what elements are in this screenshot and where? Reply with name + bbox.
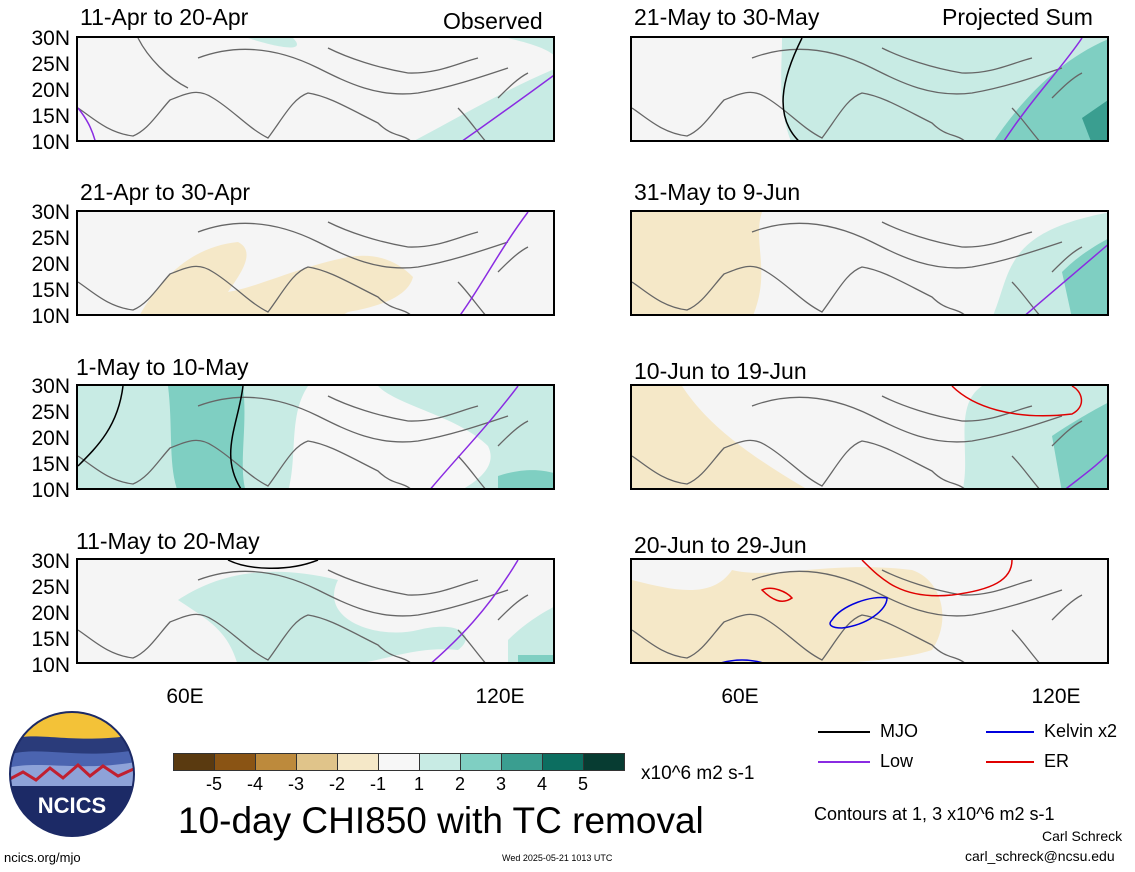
lat-label: 30N	[31, 27, 70, 50]
colorbar-swatch	[296, 753, 338, 771]
legend-line-kelvin	[986, 731, 1034, 733]
panel-title-2: 21-Apr to 30-Apr	[80, 179, 251, 205]
map-panel-2	[76, 210, 555, 316]
lat-label: 30N	[31, 201, 70, 224]
panel-title-7: 10-Jun to 19-Jun	[634, 358, 807, 384]
footer-email[interactable]: carl_schreck@ncsu.edu	[965, 848, 1115, 864]
lat-label: 10N	[31, 654, 70, 677]
lat-label: 25N	[31, 53, 70, 76]
colorbar-tick-label: -5	[205, 774, 222, 794]
colorbar-tick-label: 5	[577, 774, 588, 794]
lat-label: 25N	[31, 227, 70, 250]
colorbar-swatch	[378, 753, 420, 771]
colorbar-swatch	[501, 753, 543, 771]
map-panel-6	[630, 210, 1109, 316]
colorbar-tick-label: -3	[287, 774, 304, 794]
lat-label: 15N	[31, 105, 70, 128]
map-panel-5	[630, 36, 1109, 142]
lat-label: 20N	[31, 427, 70, 450]
lat-label: 10N	[31, 131, 70, 154]
footer-timestamp: Wed 2025-05-21 1013 UTC	[502, 853, 613, 863]
colorbar-tick-label: -2	[328, 774, 345, 794]
legend-line-mjo	[818, 731, 870, 733]
lon-label-120e-left: 120E	[475, 685, 525, 708]
lon-label-60e-right: 60E	[721, 685, 759, 708]
lat-label: 30N	[31, 550, 70, 573]
colorbar-tick-label: 2	[454, 774, 465, 794]
footer-url[interactable]: ncics.org/mjo	[4, 850, 81, 865]
colorbar-swatch	[173, 753, 215, 771]
colorbar-tick-label: -1	[369, 774, 386, 794]
colorbar-swatch	[255, 753, 297, 771]
panel-title-1: 11-Apr to 20-Apr	[80, 4, 249, 30]
lat-label: 15N	[31, 279, 70, 302]
lat-label: 10N	[31, 479, 70, 502]
legend-label-low: Low	[880, 751, 914, 771]
lat-label: 25N	[31, 401, 70, 424]
contours-note: Contours at 1, 3 x10^6 m2 s-1	[814, 804, 1055, 824]
lon-label-60e-left: 60E	[166, 685, 204, 708]
lat-label: 15N	[31, 453, 70, 476]
colorbar-swatch	[337, 753, 379, 771]
colorbar-tick-label: 1	[413, 774, 424, 794]
lat-label: 20N	[31, 79, 70, 102]
panel-title-8: 20-Jun to 29-Jun	[634, 532, 807, 558]
colorbar-swatch	[542, 753, 584, 771]
panel-title-6: 31-May to 9-Jun	[634, 179, 801, 205]
legend-line-er	[986, 761, 1034, 763]
map-panel-1	[76, 36, 555, 142]
lat-label: 10N	[31, 305, 70, 328]
lon-label-120e-right: 120E	[1031, 685, 1081, 708]
logo-text: NCICS	[38, 793, 106, 818]
footer-author: Carl Schreck	[1042, 828, 1123, 844]
map-panel-8	[630, 558, 1109, 664]
legend-label-kelvin: Kelvin x2	[1044, 721, 1118, 741]
colorbar-swatch	[214, 753, 256, 771]
map-panel-7	[630, 384, 1109, 490]
legend-label-er: ER	[1044, 751, 1070, 771]
lat-label: 15N	[31, 628, 70, 651]
legend-label-mjo: MJO	[880, 721, 918, 741]
panel-title-3: 1-May to 10-May	[76, 354, 249, 380]
observed-label: Observed	[443, 8, 543, 34]
lat-label: 25N	[31, 576, 70, 599]
map-panel-3	[76, 384, 555, 490]
colorbar-units: x10^6 m2 s-1	[641, 763, 755, 784]
colorbar-swatch	[583, 753, 625, 771]
ncics-logo: NCICS	[8, 710, 136, 838]
colorbar-swatch	[419, 753, 461, 771]
lat-label: 30N	[31, 375, 70, 398]
colorbar-tick-label: 4	[536, 774, 547, 794]
main-title: 10-day CHI850 with TC removal	[178, 800, 704, 841]
colorbar-swatch	[460, 753, 502, 771]
panel-title-5: 21-May to 30-May	[634, 4, 820, 30]
map-panel-4	[76, 558, 555, 664]
colorbar-tick-label: 3	[495, 774, 506, 794]
lat-label: 20N	[31, 602, 70, 625]
legend-line-low	[818, 761, 870, 763]
projected-sum-label: Projected Sum	[942, 4, 1093, 30]
colorbar-tick-label: -4	[246, 774, 263, 794]
panel-title-4: 11-May to 20-May	[76, 528, 260, 554]
lat-label: 20N	[31, 253, 70, 276]
